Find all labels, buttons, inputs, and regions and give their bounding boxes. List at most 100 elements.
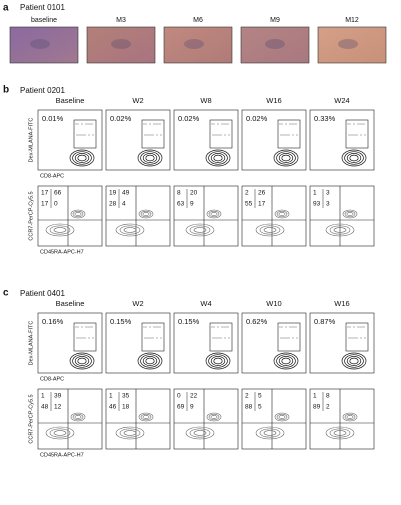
event-dot (82, 134, 84, 136)
event-dot (150, 337, 152, 339)
quadrant-value: 18 (122, 404, 130, 411)
quadrant-value: 19 (109, 190, 117, 197)
contour (53, 227, 67, 233)
event-dot (160, 134, 162, 136)
event-dot (149, 326, 151, 328)
contour (140, 354, 160, 368)
event-dot (285, 123, 287, 125)
quadrant-value: 5 (258, 404, 262, 411)
event-dot (91, 326, 93, 328)
event-dot (78, 337, 80, 339)
panel-label: a (3, 3, 9, 14)
quadrant-value: 88 (245, 404, 253, 411)
skin-photo (163, 26, 233, 64)
timepoint-label: W4 (200, 299, 211, 308)
event-dot (285, 326, 287, 328)
event-dot (280, 134, 282, 136)
event-dot (223, 326, 225, 328)
event-dot (77, 123, 79, 125)
event-dot (363, 326, 365, 328)
event-dot (228, 337, 230, 339)
contour (276, 354, 296, 368)
event-dot (82, 337, 84, 339)
contour (115, 223, 145, 237)
panel-label: c (3, 288, 9, 299)
event-dot (146, 337, 148, 339)
contour (329, 428, 351, 438)
event-dot (148, 134, 150, 136)
contour (349, 154, 359, 162)
event-dot (85, 326, 87, 328)
contour (273, 352, 299, 370)
contour (119, 428, 141, 438)
flow-plot (309, 388, 375, 450)
event-dot (78, 134, 80, 136)
event-dot (360, 134, 362, 136)
contour (255, 223, 285, 237)
quadrant-value: 55 (245, 201, 253, 208)
axis-label: CCR7-PerCP-Cy5.5 (28, 191, 34, 240)
contour (346, 212, 354, 216)
contour (119, 225, 141, 235)
timepoint-label: W24 (334, 96, 349, 105)
contour (342, 209, 358, 219)
event-dot (357, 326, 359, 328)
contour (142, 415, 150, 419)
contour (205, 149, 231, 167)
event-dot (289, 326, 291, 328)
contour (278, 212, 286, 216)
skin-photo (240, 26, 310, 64)
quadrant-value: 1 (41, 393, 45, 400)
contour (346, 153, 362, 163)
event-dot (221, 123, 223, 125)
flow-plot (105, 185, 171, 247)
contour (138, 209, 154, 219)
event-dot (153, 326, 155, 328)
contour (142, 212, 150, 216)
timepoint-label: Baseline (56, 96, 85, 105)
event-dot (149, 123, 151, 125)
quadrant-value: 9 (190, 404, 194, 411)
event-dot (80, 134, 82, 136)
timepoint-label: W8 (200, 96, 211, 105)
contour (205, 352, 231, 370)
skin-photo (86, 26, 156, 64)
quadrant-value: 39 (54, 393, 62, 400)
image-label: M9 (270, 17, 280, 24)
quadrant-value: 1 (313, 190, 317, 197)
contour (278, 153, 294, 163)
event-dot (282, 134, 284, 136)
event-dot (148, 337, 150, 339)
contour (72, 151, 92, 165)
skin-photo (317, 26, 387, 64)
gate (277, 119, 301, 149)
event-dot (352, 134, 354, 136)
timepoint-label: W2 (132, 96, 143, 105)
event-dot (150, 134, 152, 136)
contour (259, 428, 281, 438)
gate (345, 322, 369, 352)
image-label: M12 (345, 17, 359, 24)
contour (208, 151, 228, 165)
event-dot (347, 326, 349, 328)
event-dot (363, 123, 365, 125)
contour (325, 223, 355, 237)
gate (73, 119, 97, 149)
timepoint-label: Baseline (56, 299, 85, 308)
contour (213, 357, 223, 365)
contour (349, 357, 359, 365)
contour (145, 154, 155, 162)
event-dot (157, 123, 159, 125)
event-dot (153, 123, 155, 125)
flow-plot (37, 388, 103, 450)
panel-title: Patient 0201 (20, 86, 65, 95)
event-dot (354, 337, 356, 339)
event-dot (296, 337, 298, 339)
quadrant-value: 8 (326, 393, 330, 400)
contour (72, 210, 84, 218)
axis-label: CD45RA-APC-H7 (40, 249, 84, 255)
event-dot (223, 123, 225, 125)
image-label: baseline (31, 17, 57, 24)
event-dot (214, 337, 216, 339)
